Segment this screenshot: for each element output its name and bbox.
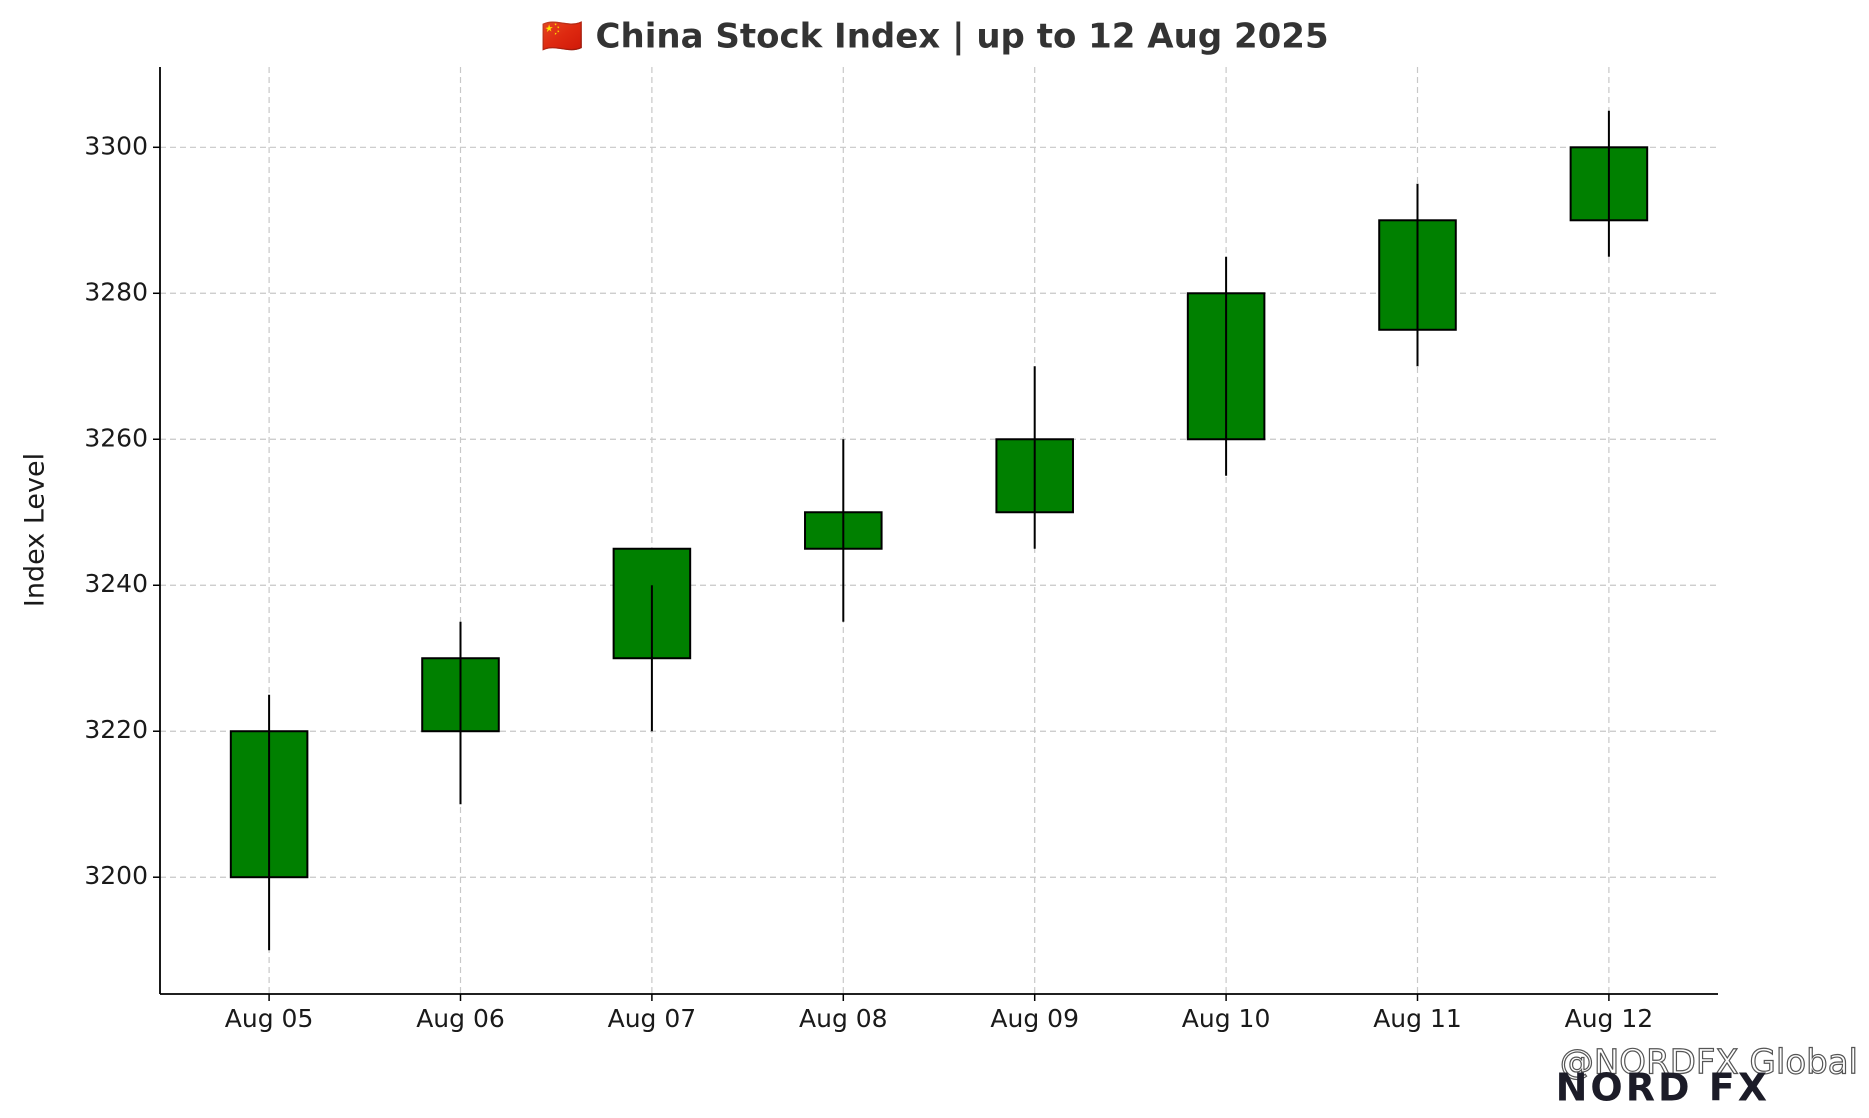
y-tick-label: 3260 — [84, 423, 148, 452]
y-axis-label: Index Level — [20, 453, 51, 607]
y-tick-label: 3200 — [84, 861, 148, 890]
x-tick-label: Aug 07 — [608, 1004, 697, 1033]
y-tick-label: 3300 — [84, 131, 148, 160]
y-tick-label: 3240 — [84, 569, 148, 598]
y-tick-label: 3280 — [84, 277, 148, 306]
x-tick-label: Aug 09 — [990, 1004, 1079, 1033]
logo: NORD FX — [1556, 1066, 1770, 1110]
y-tick-label: 3220 — [84, 715, 148, 744]
x-tick-label: Aug 12 — [1565, 1004, 1654, 1033]
x-tick-label: Aug 06 — [416, 1004, 505, 1033]
x-tick-label: Aug 10 — [1182, 1004, 1271, 1033]
x-tick-label: Aug 08 — [799, 1004, 888, 1033]
chart-title: 🇨🇳 China Stock Index | up to 12 Aug 2025 — [541, 17, 1328, 57]
x-tick-label: Aug 05 — [225, 1004, 314, 1033]
x-tick-label: Aug 11 — [1373, 1004, 1462, 1033]
watermark: @NORDFX Global — [1560, 1043, 1858, 1083]
